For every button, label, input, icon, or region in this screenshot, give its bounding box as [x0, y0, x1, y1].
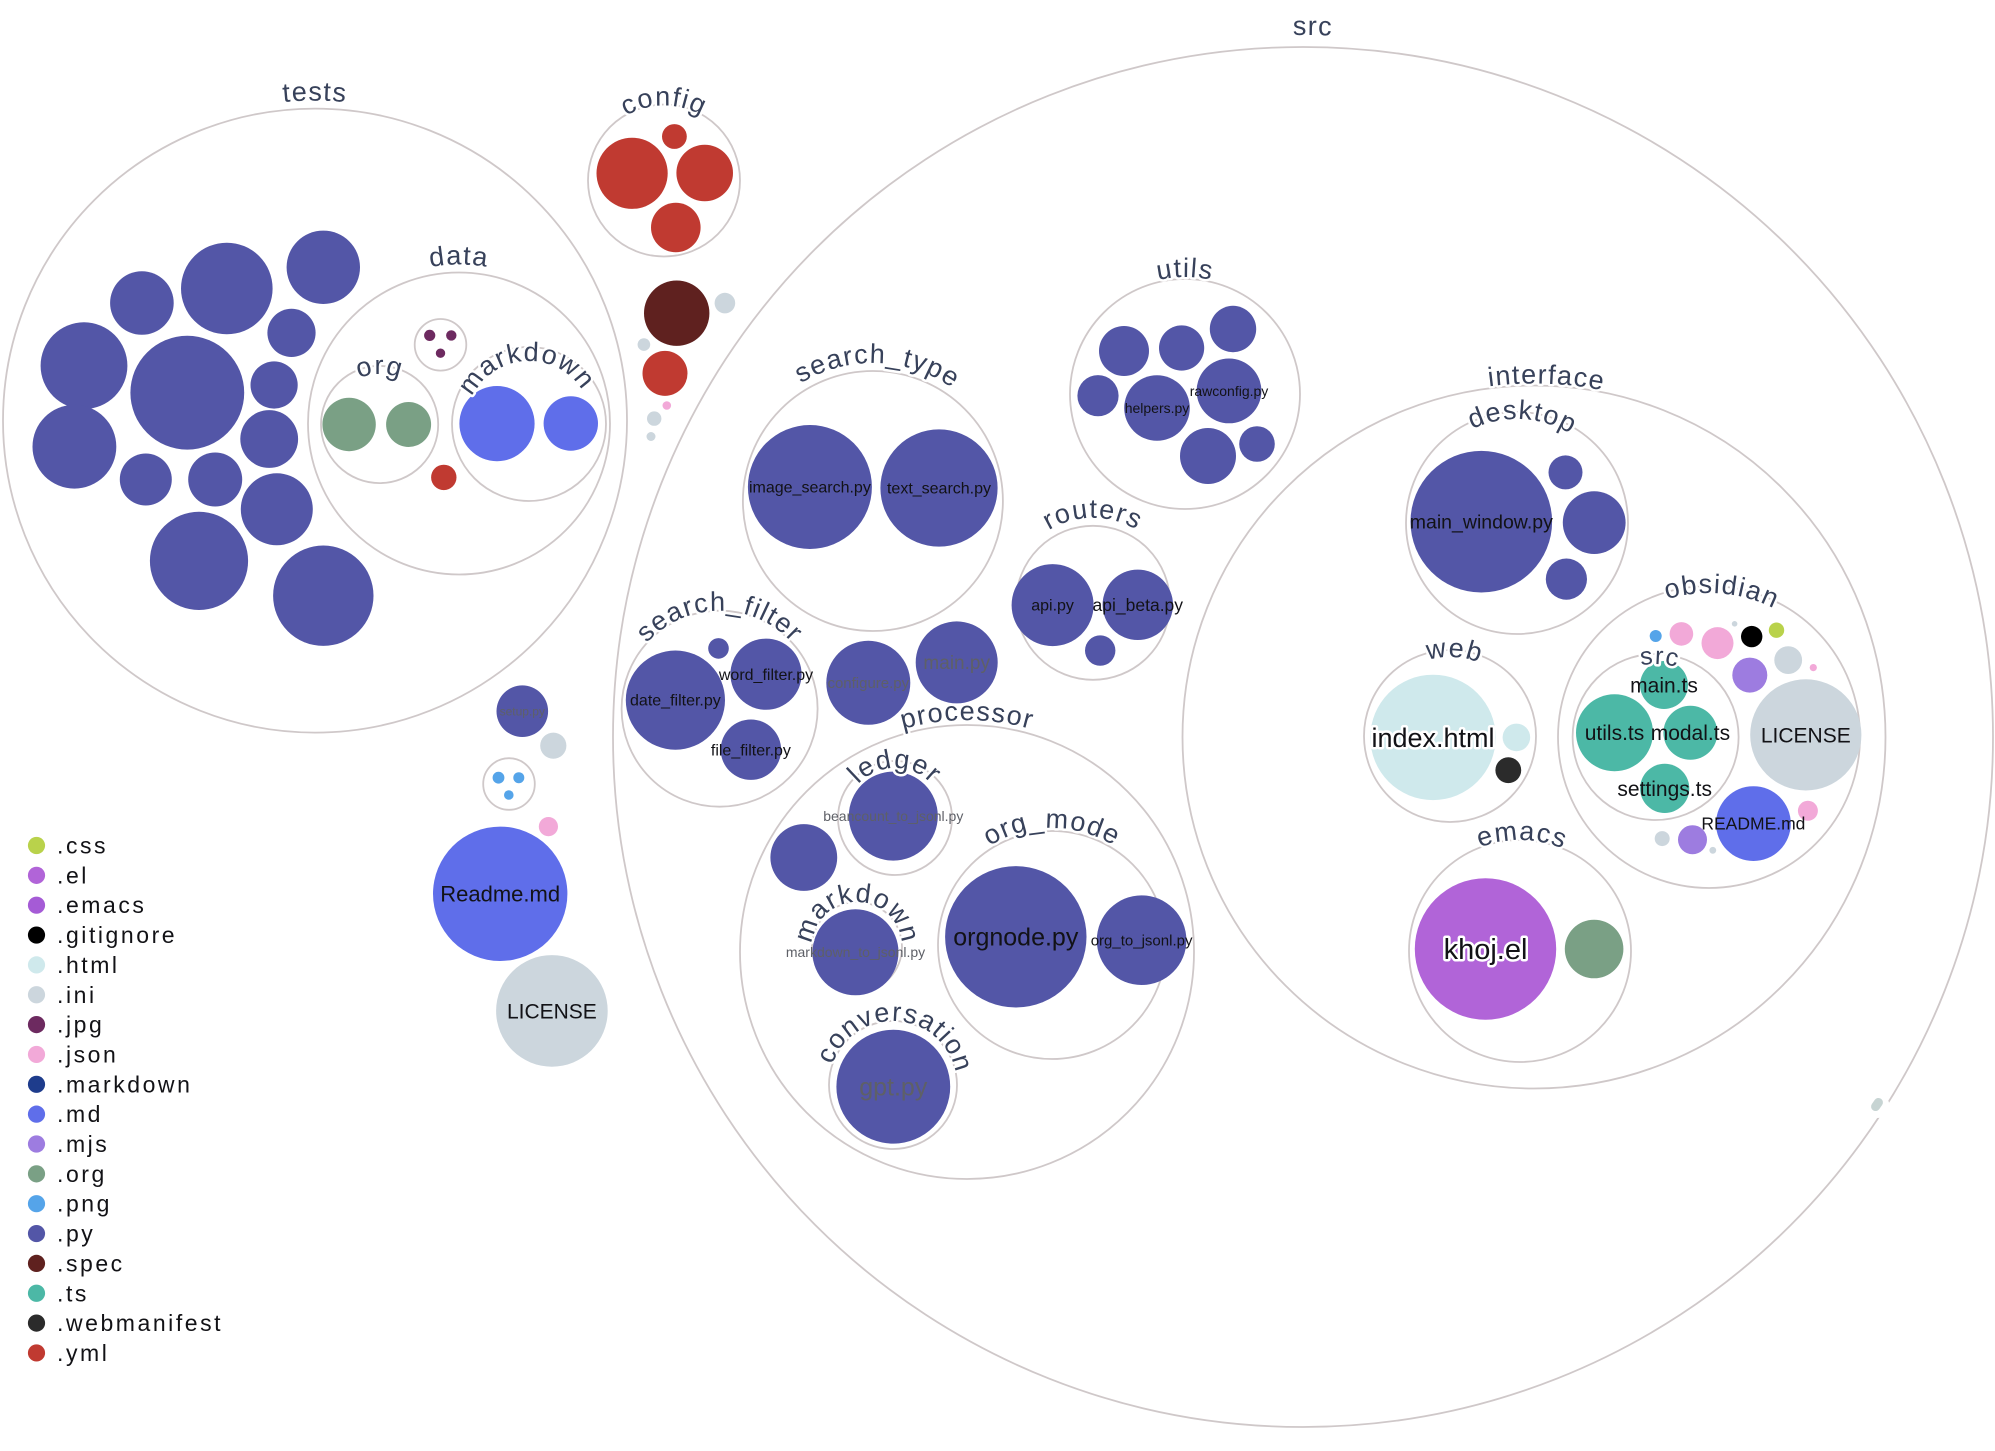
svg-text:.webmanifest: .webmanifest	[57, 1310, 223, 1336]
svg-text:.el: .el	[57, 862, 89, 888]
svg-text:.html: .html	[57, 952, 120, 978]
svg-text:org: org	[352, 350, 406, 384]
svg-text:org_to_jsonl.py: org_to_jsonl.py	[1091, 932, 1193, 949]
svg-text:data: data	[427, 240, 491, 273]
svg-text:file_filter.py: file_filter.py	[711, 742, 791, 759]
svg-text:.css: .css	[57, 833, 108, 859]
svg-text:rawconfig.py: rawconfig.py	[1190, 383, 1269, 399]
svg-text:helpers.py: helpers.py	[1125, 400, 1190, 416]
svg-text:.mjs: .mjs	[57, 1131, 109, 1157]
svg-text:setup.py: setup.py	[500, 704, 545, 718]
svg-text:orgnode.py: orgnode.py	[953, 924, 1079, 952]
svg-text:.png: .png	[57, 1191, 112, 1217]
svg-text:README.md: README.md	[1701, 814, 1805, 834]
svg-text:.ts: .ts	[57, 1280, 89, 1306]
svg-text:.ini: .ini	[57, 982, 97, 1008]
svg-text:.gitignore: .gitignore	[57, 922, 177, 948]
svg-text:index.html: index.html	[1371, 723, 1494, 753]
svg-text:markdown_to_jsonl.py: markdown_to_jsonl.py	[786, 944, 925, 960]
svg-text:.emacs: .emacs	[57, 892, 146, 918]
svg-text:beancount_to_jsonl.py: beancount_to_jsonl.py	[823, 808, 963, 824]
svg-text:.py: .py	[57, 1221, 95, 1247]
svg-text:modal.ts: modal.ts	[1651, 722, 1730, 745]
svg-text:LICENSE: LICENSE	[507, 1000, 597, 1023]
svg-text:.org: .org	[57, 1161, 107, 1187]
svg-text:.json: .json	[57, 1041, 118, 1067]
svg-text:api_beta.py: api_beta.py	[1093, 595, 1184, 616]
svg-text:web: web	[1423, 633, 1487, 669]
svg-text:khoj.el: khoj.el	[1444, 934, 1528, 966]
svg-text:.markdown: .markdown	[57, 1071, 192, 1097]
svg-text:settings.ts: settings.ts	[1617, 778, 1712, 801]
svg-text:gpt.py: gpt.py	[859, 1073, 928, 1101]
svg-text:LICENSE: LICENSE	[1761, 724, 1851, 747]
svg-text:.jpg: .jpg	[57, 1012, 104, 1038]
svg-text:main_window.py: main_window.py	[1410, 512, 1553, 534]
svg-text:date_filter.py: date_filter.py	[630, 693, 721, 710]
svg-text:.yml: .yml	[57, 1340, 109, 1366]
svg-text:main.ts: main.ts	[1630, 674, 1698, 697]
svg-text:image_search.py: image_search.py	[749, 480, 871, 497]
svg-text:src: src	[1293, 11, 1334, 42]
svg-text:utils.ts: utils.ts	[1585, 722, 1645, 745]
svg-text:text_search.py: text_search.py	[887, 481, 991, 498]
svg-text:.md: .md	[57, 1101, 103, 1127]
svg-text:configure.py: configure.py	[827, 675, 909, 692]
svg-text:Readme.md: Readme.md	[440, 882, 560, 907]
svg-text:src: src	[1639, 642, 1683, 673]
svg-text:utils: utils	[1154, 253, 1216, 286]
svg-text:word_filter.py: word_filter.py	[718, 667, 813, 684]
svg-text:api.py: api.py	[1031, 598, 1074, 615]
svg-text:main.py: main.py	[923, 653, 990, 674]
svg-text:.spec: .spec	[57, 1250, 125, 1276]
